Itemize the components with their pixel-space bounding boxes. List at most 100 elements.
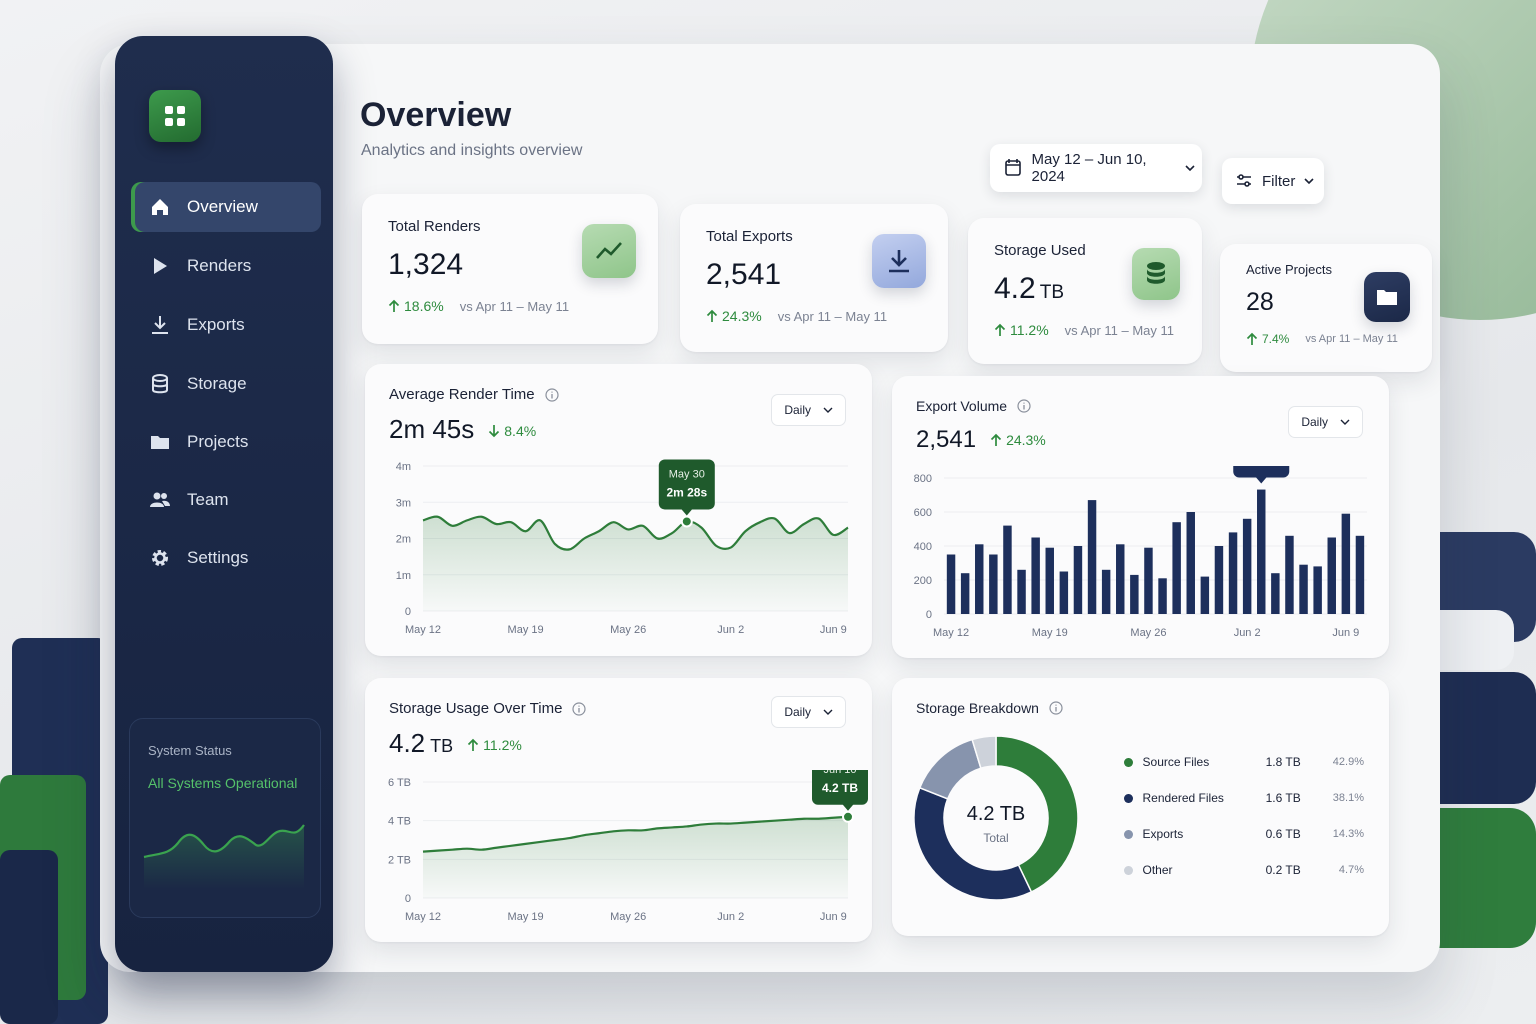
- chevron: [1340, 419, 1350, 425]
- nav-item[interactable]: Exports: [131, 300, 321, 350]
- kpi-card: Storage Used 4.2 TB 11.2% vs Apr 11 – May …: [968, 218, 1202, 364]
- x-tick-label: Jun 2: [1234, 627, 1261, 639]
- legend-item: Other 0.2 TB 4.7%: [1124, 860, 1364, 880]
- chart-change-value: 24.3%: [1006, 432, 1046, 448]
- status-sparkline: [143, 824, 305, 889]
- chart-value-text: 2m 45s: [389, 414, 475, 444]
- date-range-picker[interactable]: May 12 – Jun 10, 2024: [990, 144, 1202, 192]
- status-text: All Systems Operational: [148, 775, 298, 791]
- chevron: [823, 709, 833, 715]
- page-subtitle: Analytics and insights overview: [361, 142, 583, 159]
- nav-item[interactable]: Overview: [131, 182, 321, 232]
- x-tick-label: May 26: [610, 911, 646, 923]
- chart-change-value: 11.2%: [483, 737, 522, 753]
- legend-size: 1.8 TB: [1265, 755, 1301, 769]
- bar: [1116, 544, 1125, 614]
- bar: [1101, 569, 1111, 614]
- up-arrow: [990, 433, 1002, 446]
- period-dropdown[interactable]: Daily: [1288, 406, 1363, 438]
- legend-swatch: [1124, 757, 1133, 767]
- legend-size: 0.2 TB: [1265, 863, 1301, 877]
- chart-value-text: 4.2: [389, 728, 426, 758]
- bar: [960, 573, 970, 614]
- folder-icon: [1377, 290, 1397, 305]
- period-dropdown[interactable]: Daily: [771, 394, 846, 426]
- tooltip-box: [812, 770, 868, 805]
- tooltip-value: 732: [1251, 466, 1271, 468]
- kpi-icon: [582, 224, 636, 278]
- nav-icon: [152, 374, 168, 394]
- kpi-label: Total Renders: [388, 218, 481, 235]
- legend-percent: 38.1%: [1332, 792, 1364, 804]
- filter-button[interactable]: Filter: [1222, 158, 1324, 204]
- nav-item[interactable]: Renders: [131, 241, 321, 291]
- x-tick-label: Jun 2: [717, 624, 744, 636]
- x-tick-label: Jun 9: [1332, 627, 1359, 639]
- line: [422, 815, 849, 853]
- bar: [1200, 576, 1210, 614]
- up-arrow: [468, 738, 479, 751]
- period-label: Daily: [784, 705, 811, 719]
- chart-value: 2m 45s 8.4%: [389, 414, 536, 445]
- kpi-icon: [872, 234, 926, 288]
- bar: [1186, 512, 1195, 614]
- donut-center-caption: Total: [983, 831, 1008, 845]
- chart-title: Storage Breakdown: [916, 700, 1039, 716]
- x-tick-label: May 12: [405, 911, 441, 923]
- x-tick-label: May 19: [1032, 627, 1068, 639]
- bar: [1313, 566, 1322, 614]
- kpi-number: 28: [1246, 288, 1274, 316]
- bar: [1271, 573, 1280, 614]
- tooltip: Jun 10 4.2 TB: [812, 770, 868, 811]
- x-tick-label: May 12: [933, 627, 969, 639]
- x-tick-label: Jun 9: [820, 911, 847, 923]
- chart-value-unit: TB: [430, 736, 454, 756]
- status-card: System Status All Systems Operational: [129, 718, 321, 918]
- up-arrow: [388, 299, 400, 312]
- up-arrow: [1246, 332, 1258, 345]
- chart-change: 8.4%: [488, 423, 536, 439]
- x-tick-label: May 12: [405, 624, 441, 636]
- chevron: [1185, 165, 1195, 172]
- kpi-change: 18.6% vs Apr 11 – May 11: [388, 298, 569, 314]
- bar: [1285, 535, 1294, 614]
- info-icon[interactable]: [1017, 399, 1031, 413]
- chevron: [1304, 178, 1314, 185]
- nav-item[interactable]: Settings: [131, 533, 321, 583]
- trend-icon: [596, 242, 622, 259]
- nav-icon: [152, 199, 168, 215]
- legend-label: Source Files: [1142, 755, 1210, 769]
- period-dropdown[interactable]: Daily: [771, 696, 846, 728]
- highlight-point: [680, 515, 693, 528]
- legend-size: 0.6 TB: [1265, 827, 1301, 841]
- kpi-comparison: vs Apr 11 – May 11: [1064, 322, 1175, 338]
- bar: [1228, 532, 1238, 614]
- legend-percent: 14.3%: [1332, 828, 1364, 840]
- info-icon[interactable]: [545, 387, 559, 402]
- filter-icon: [1237, 174, 1251, 187]
- legend-item: Rendered Files 1.6 TB 38.1%: [1124, 788, 1364, 808]
- logo[interactable]: [149, 90, 201, 142]
- nav-label: Overview: [187, 197, 258, 216]
- y-tick-label: 0: [405, 893, 411, 905]
- sidebar: Overview Renders Exports Storage Project…: [115, 36, 333, 972]
- info-icon[interactable]: [1049, 701, 1063, 715]
- donut-segment: [913, 786, 1033, 901]
- nav-item[interactable]: Storage: [131, 359, 321, 409]
- tooltip: Jun 3732: [1233, 466, 1290, 484]
- nav-item[interactable]: Team: [131, 475, 321, 525]
- kpi-value: 1,324: [388, 248, 463, 282]
- info-icon[interactable]: [572, 701, 587, 716]
- kpi-unit: TB: [1039, 282, 1064, 303]
- donut-segment: [918, 738, 982, 800]
- tooltip-label: May 30: [669, 468, 705, 480]
- chart-value-text: 2,541: [916, 426, 977, 453]
- nav-icon: [152, 550, 168, 566]
- tooltip: May 30 2m 28s: [658, 459, 715, 516]
- nav-icon: [150, 492, 170, 507]
- kpi-value: 2,541: [706, 258, 781, 292]
- nav-item[interactable]: Projects: [131, 417, 321, 467]
- nav-label: Projects: [187, 432, 249, 451]
- bar: [1327, 537, 1336, 614]
